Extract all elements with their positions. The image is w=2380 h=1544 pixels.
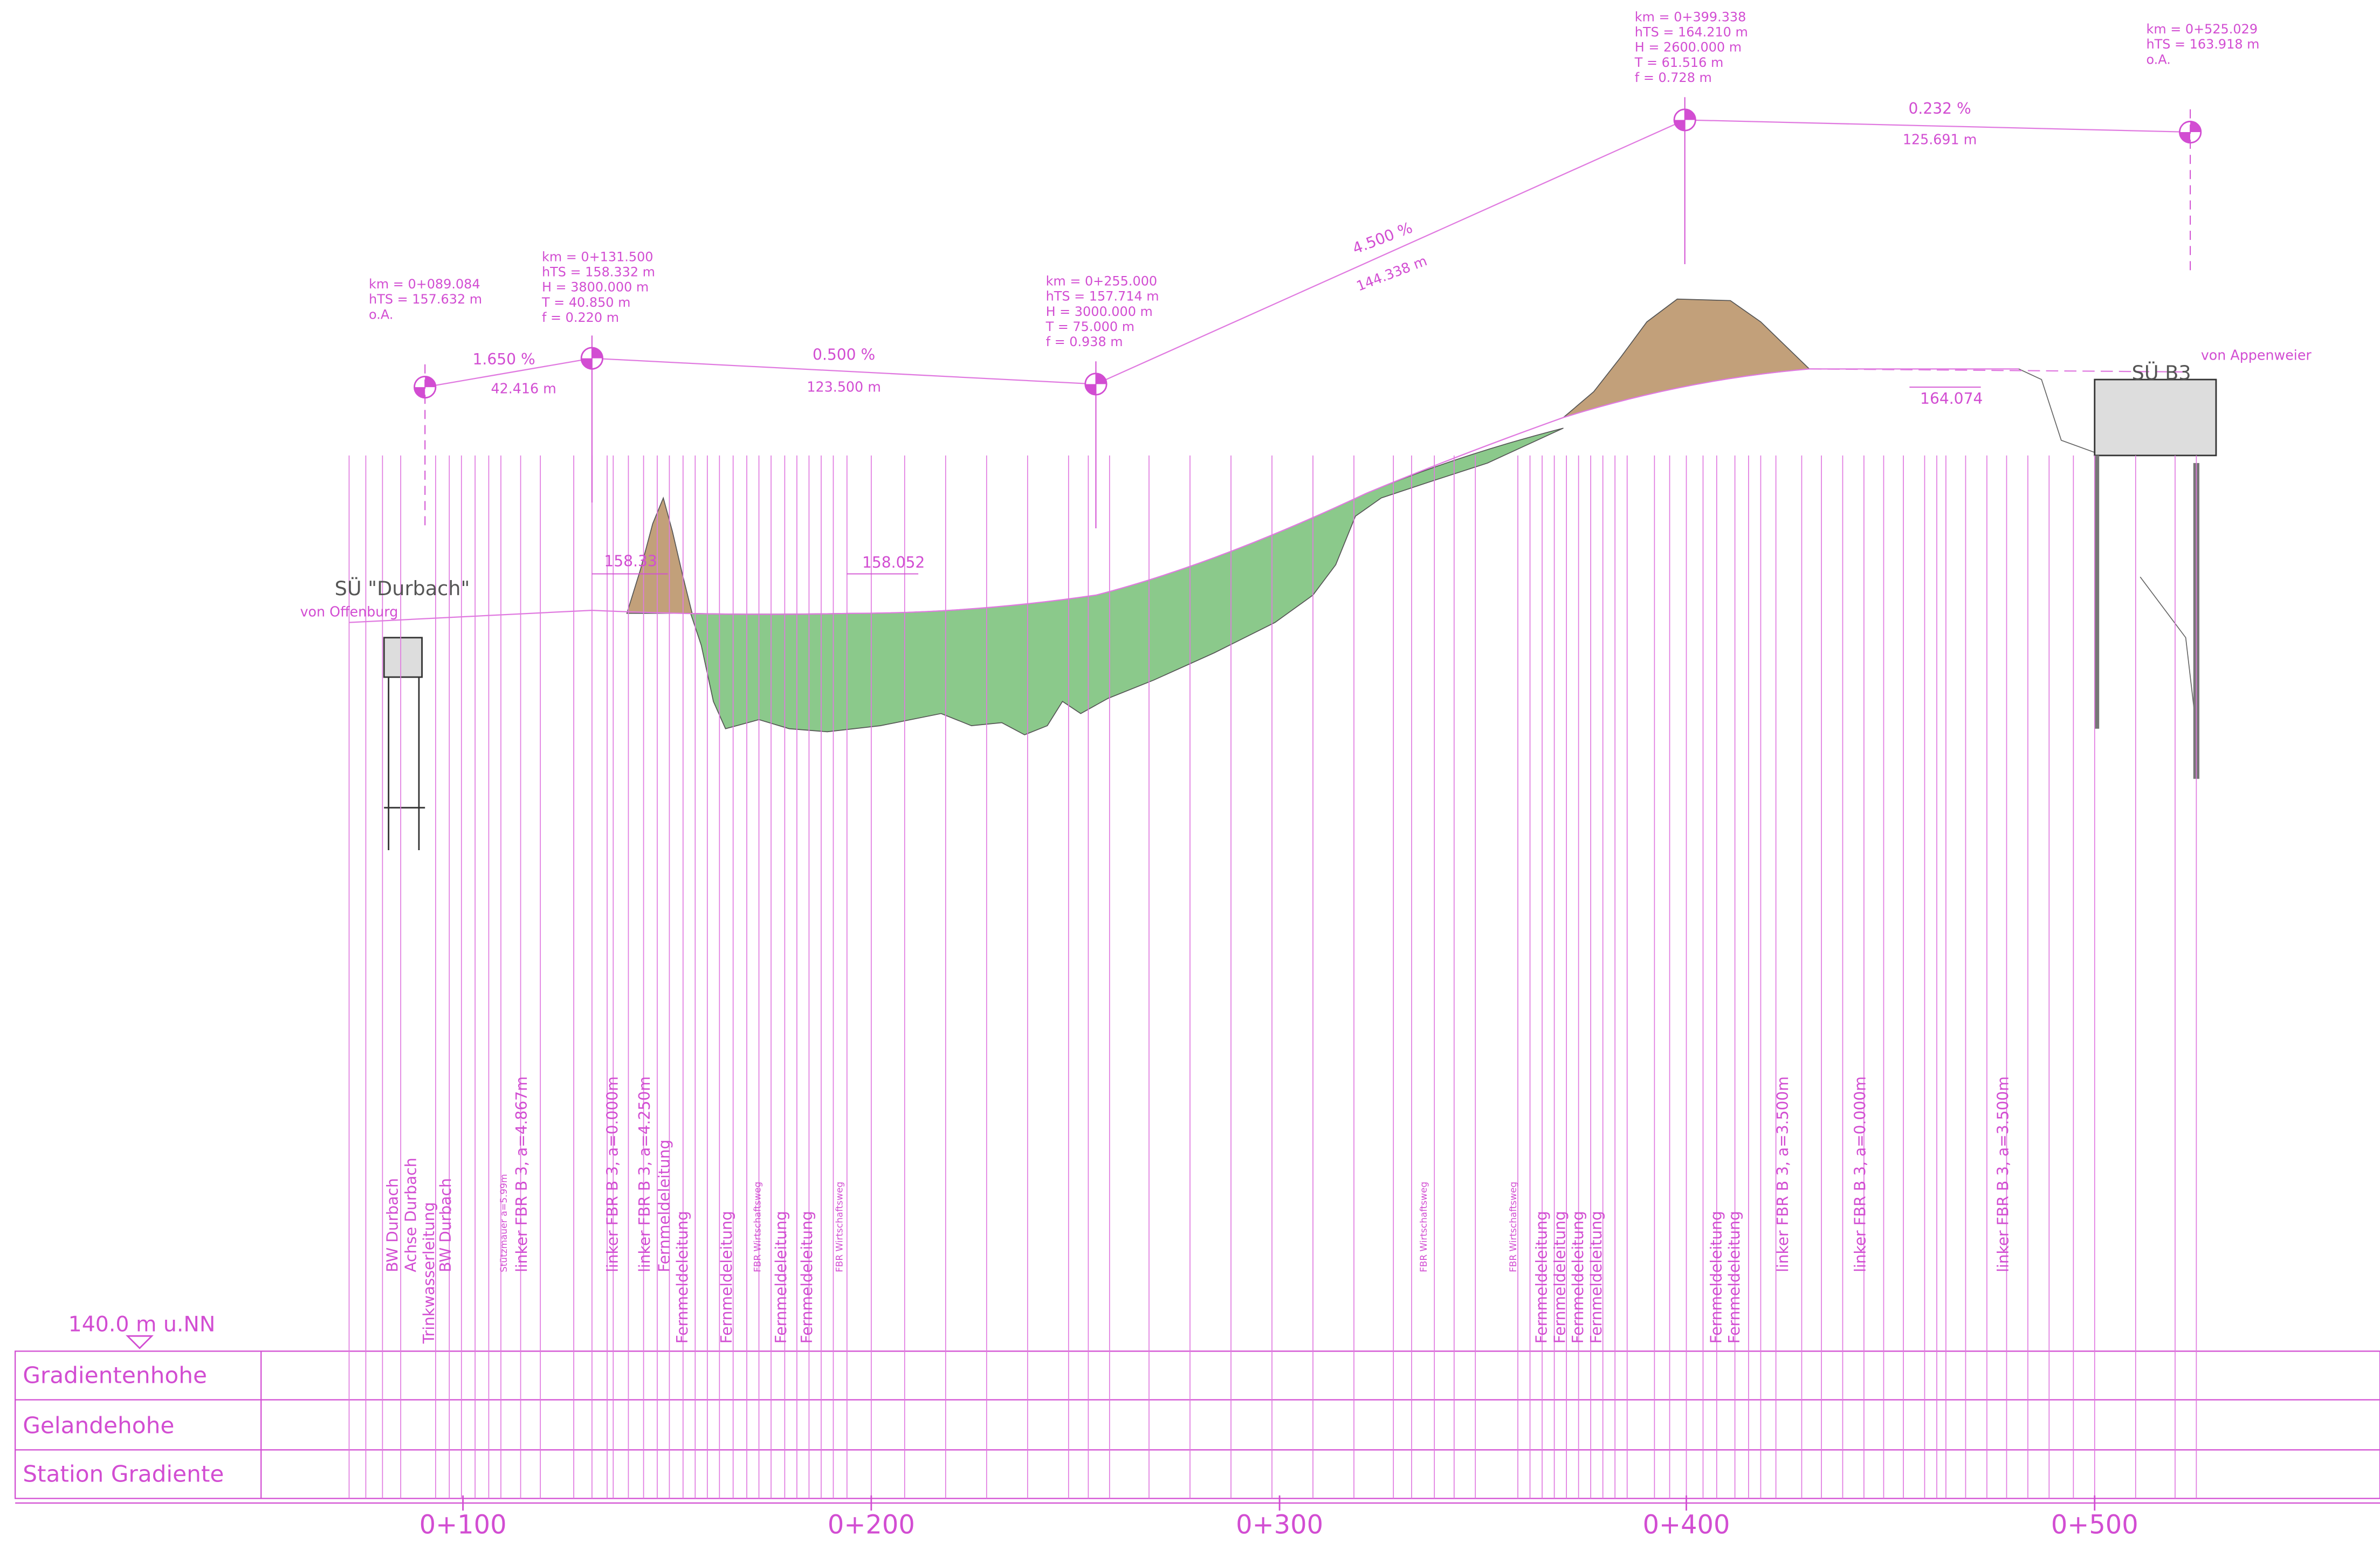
curve-point-line: f = 0.728 m	[1635, 70, 1712, 85]
element-label: FBR Wirtschaftsweg	[752, 1182, 762, 1272]
level-label: 158.33	[604, 552, 657, 570]
curve-point-line: hTS = 164.210 m	[1635, 25, 1748, 40]
grade-slope: 1.650 %	[472, 350, 535, 368]
curve-point-line: km = 0+255.000	[1046, 273, 1158, 288]
structure-direction: von Offenburg	[300, 603, 398, 619]
dashed-line	[1809, 368, 2191, 373]
curve-point-line: H = 3800.000 m	[542, 280, 649, 295]
curve-point-line: H = 3000.000 m	[1046, 304, 1153, 319]
element-label: FBR Wirtschaftsweg	[1508, 1182, 1518, 1272]
curve-point-line: f = 0.220 m	[542, 310, 619, 325]
element-label: Fernmeldeleitung	[1725, 1211, 1743, 1343]
element-label: Fernmeldeleitung	[718, 1211, 735, 1343]
curve-point-data: km = 0+525.029 hTS = 163.918 m o.A.	[2146, 22, 2259, 67]
structure-name: SÜ "Durbach"	[335, 577, 470, 600]
element-label: Fernmeldeleitung	[1551, 1211, 1569, 1343]
element-label: Fernmeldeleitung	[1569, 1211, 1587, 1343]
structure-name: SÜ B3	[2132, 361, 2191, 384]
level-label: 158.052	[862, 554, 925, 571]
element-label: linker FBR B 3, a=0.000m	[1852, 1076, 1869, 1272]
grade-length: 125.691 m	[1903, 132, 1977, 148]
curve-point-line: T = 75.000 m	[1045, 319, 1134, 334]
station-label: 0+500	[2051, 1510, 2138, 1540]
structure	[383, 637, 423, 678]
grade-slope: 0.232 %	[1909, 100, 1971, 118]
element-label: Achse Durbach	[402, 1157, 419, 1272]
grade-length: 42.416 m	[491, 380, 556, 396]
curve-point-line: hTS = 163.918 m	[2146, 37, 2259, 52]
element-label: Fernmeldeleitung	[772, 1211, 790, 1343]
station-label: 0+100	[419, 1510, 507, 1540]
tangent-polygon	[425, 119, 2191, 388]
curve-point-line: o.A.	[2146, 52, 2170, 67]
level-label: 164.074	[1920, 390, 1983, 408]
pier	[2094, 455, 2100, 729]
curve-point-line: o.A.	[369, 307, 393, 322]
curve-point-line: km = 0+399.338	[1635, 9, 1746, 24]
element-label: Stützmauer a=5.99m	[498, 1174, 509, 1272]
curve-point-line: T = 40.850 m	[541, 295, 630, 310]
structure	[2094, 378, 2217, 457]
element-label: Fernmeldeleitung	[1707, 1211, 1725, 1343]
element-label: BW Durbach	[384, 1178, 402, 1272]
grade-length: 123.500 m	[807, 379, 881, 395]
station-label: 0+400	[1643, 1510, 1730, 1540]
element-label: linker FBR B 3, a=3.500m	[1994, 1076, 2012, 1272]
curve-point-line: hTS = 157.714 m	[1046, 289, 1159, 304]
station-label: 0+300	[1236, 1510, 1323, 1540]
curve-point-data: km = 0+089.084 hTS = 157.632 m o.A.	[369, 277, 482, 322]
curve-point-line: km = 0+525.029	[2146, 22, 2258, 37]
curve-point-line: km = 0+089.084	[369, 277, 480, 292]
element-label: linker FBR B 3, a=4.867m	[513, 1076, 531, 1272]
row-header: Station Gradiente	[23, 1461, 224, 1487]
element-label: Fernmeldeleitung	[673, 1211, 691, 1343]
element-label: Trinkwasserleitung	[420, 1202, 438, 1345]
structure-direction: von Appenweier	[2201, 347, 2312, 363]
element-label: Fernmeldeleitung	[655, 1140, 673, 1272]
element-label: Fernmeldeleitung	[1587, 1211, 1605, 1343]
element-label: Fernmeldeleitung	[1533, 1211, 1551, 1343]
element-label: FBR Wirtschaftsweg	[1418, 1182, 1429, 1272]
datum-label: 140.0 m u.NN	[68, 1312, 216, 1337]
curve-point-line: f = 0.938 m	[1046, 334, 1123, 349]
grade-slope: 0.500 %	[813, 346, 875, 363]
row-header: Gradientenhohe	[23, 1362, 207, 1388]
grade-slope: 4.500 %	[1350, 218, 1415, 257]
grade-length: 144.338 m	[1354, 252, 1429, 294]
curve-point-line: H = 2600.000 m	[1635, 40, 1742, 55]
element-label: linker FBR B 3, a=4.250m	[636, 1076, 654, 1272]
band-table	[15, 1350, 2380, 1504]
curve-point-line: hTS = 158.332 m	[542, 265, 655, 280]
terrain-line	[2018, 368, 2197, 729]
datum-marker	[126, 1335, 154, 1349]
element-label: FBR Wirtschaftsweg	[834, 1182, 844, 1272]
element-label: BW Durbach	[437, 1178, 455, 1272]
station-label: 0+200	[828, 1510, 915, 1540]
fill-hill	[1563, 298, 1811, 418]
curve-point-line: T = 61.516 m	[1634, 55, 1723, 70]
curve-point-line: hTS = 157.632 m	[369, 292, 482, 307]
element-label: linker FBR B 3, a=0.000m	[604, 1076, 622, 1272]
element-label: Fernmeldeleitung	[798, 1211, 816, 1343]
row-header: Gelandehohe	[23, 1412, 174, 1438]
element-label: linker FBR B 3, a=3.500m	[1774, 1076, 1792, 1272]
curve-point-line: km = 0+131.500	[542, 249, 654, 264]
